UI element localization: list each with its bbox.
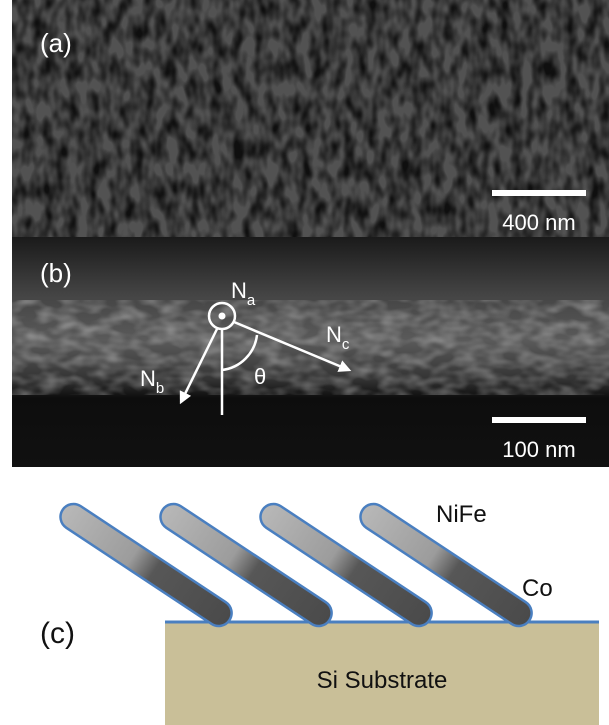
scale-bar <box>492 417 586 423</box>
panel-label: (b) <box>40 258 72 288</box>
vector-dot <box>219 313 226 320</box>
sem-shade-a <box>12 0 609 237</box>
substrate-label: Si Substrate <box>317 667 448 694</box>
nanorod <box>255 499 436 631</box>
symbol: N <box>326 322 342 347</box>
panel-label: (a) <box>40 28 72 58</box>
symbol: N <box>140 366 156 391</box>
subscript: b <box>156 380 164 397</box>
scale-bar <box>492 190 586 196</box>
scale-label: 400 nm <box>502 210 575 235</box>
panel-label: (c) <box>40 617 75 650</box>
subscript: c <box>342 336 350 353</box>
sem-texture-b <box>12 300 609 395</box>
layer-label: NiFe <box>436 501 487 528</box>
figure: (a) 400 nm (b) Na Nb Nc θ 100 nm NiFe Co… <box>0 0 609 725</box>
scale-label: 100 nm <box>502 437 575 462</box>
nanorod <box>155 499 336 631</box>
angle-label: θ <box>254 364 266 389</box>
subscript: a <box>247 292 256 309</box>
layer-label: Co <box>522 575 553 602</box>
symbol: N <box>231 278 247 303</box>
nanorod <box>55 499 236 631</box>
